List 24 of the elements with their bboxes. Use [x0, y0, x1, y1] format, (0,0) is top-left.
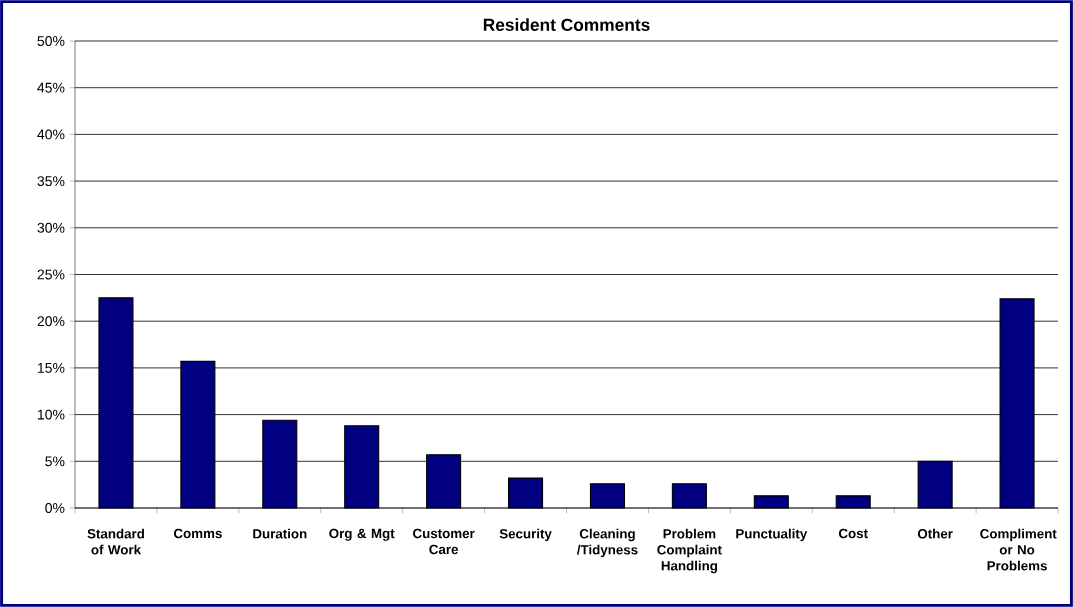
y-tick-label: 40%	[37, 129, 65, 140]
y-tick-label: 35%	[37, 176, 65, 187]
x-tick-label: Cleaning /Tidyness	[576, 528, 638, 558]
x-tick-label: Standard of Work	[87, 528, 144, 555]
y-tick-label: 45%	[37, 82, 65, 93]
chart-title: Resident Comments	[483, 18, 650, 31]
y-tick-label: 5%	[45, 456, 65, 467]
x-tick-label: Cost	[838, 528, 868, 539]
x-tick-label: Security	[499, 528, 552, 542]
y-tick-label: 15%	[38, 362, 65, 373]
x-tick-label: Duration	[253, 528, 307, 539]
x-tick-label: Compliment or No Problems	[980, 528, 1057, 571]
y-tick-label: 30%	[37, 222, 65, 233]
x-tick-label: Customer Care	[413, 528, 475, 555]
x-tick-label: Punctuality	[736, 528, 808, 542]
x-tick-label: Comms	[173, 528, 222, 539]
y-tick-label: 25%	[37, 269, 65, 280]
y-tick-label: 20%	[37, 316, 65, 327]
x-tick-label: Org & Mgt	[329, 528, 395, 541]
y-tick-label: 0%	[45, 503, 65, 513]
y-tick-label: 10%	[38, 409, 65, 420]
x-tick-label: Other	[917, 528, 953, 539]
y-tick-label: 50%	[37, 36, 65, 46]
x-tick-label: Problem Complaint Handling	[657, 528, 722, 574]
